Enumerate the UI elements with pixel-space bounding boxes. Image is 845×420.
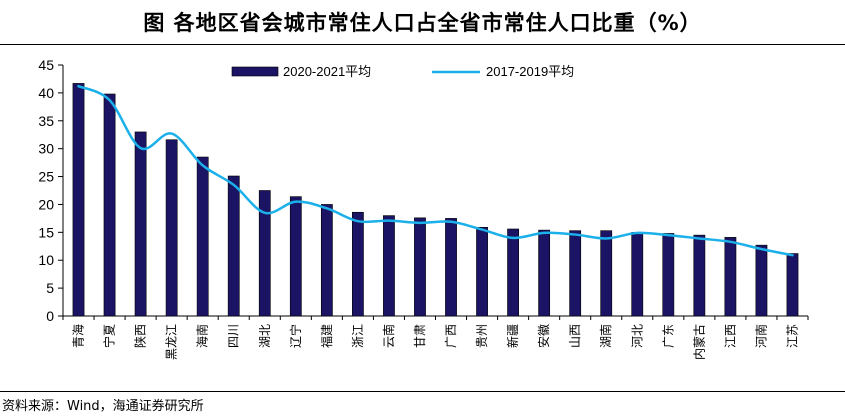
bar [196, 156, 209, 317]
x-tick-labels: 青海 宁夏 陕西 黑龙江 海南 四川 湖北 辽宁 福建 浙江 云南 甘肃 广西 贵州 新疆 安徽 山西 湖南 河北广… [71, 324, 800, 360]
bar [631, 232, 644, 317]
bar [352, 211, 364, 317]
x-tick-label: 湖北 [257, 324, 272, 348]
bar [476, 227, 488, 317]
x-tick-label: 安徽 [536, 324, 551, 348]
x-tick-label: 江苏 [785, 324, 799, 348]
bar [786, 253, 799, 317]
bar [383, 215, 395, 317]
y-tick-label: 35 [38, 113, 54, 129]
bar [103, 93, 116, 317]
x-tick-label: 福建 [319, 324, 334, 348]
x-tick-label: 江西 [723, 324, 737, 348]
bar [134, 131, 147, 317]
bar-line-chart: 0 5 10 15 20 25 30 35 40 45 青海 宁夏 陕西 黑龙江 海南 四川 湖北 辽宁 福建 浙江… [38, 57, 809, 360]
legend-line-label: 2017-2019平均 [486, 64, 574, 79]
bar [320, 204, 333, 317]
y-tick-label: 30 [38, 141, 54, 157]
x-tick-label: 山西 [568, 324, 582, 348]
bar [165, 139, 178, 317]
y-tick-label: 25 [38, 169, 54, 185]
bar [258, 190, 271, 317]
bar [72, 83, 85, 317]
y-tick-label: 5 [46, 280, 54, 296]
y-tick-label: 10 [38, 252, 54, 268]
x-tick-label: 宁夏 [102, 324, 117, 348]
bar [538, 229, 551, 317]
legend: 2020-2021平均 2017-2019平均 [231, 64, 574, 79]
x-tick-label: 甘肃 [413, 324, 427, 348]
line-series [77, 84, 794, 257]
y-tick-label: 20 [38, 196, 54, 212]
bar [724, 237, 737, 317]
x-tick-label: 河北 [630, 324, 644, 348]
y-tick-label: 15 [38, 224, 54, 240]
x-tick-label: 黑龙江 [165, 324, 179, 360]
bar [507, 228, 519, 317]
bar [693, 234, 706, 317]
chart-title: 图 各地区省会城市常住人口占全省市常住人口比重（%） [143, 11, 702, 35]
x-tick-label: 内蒙古 [691, 324, 706, 360]
bar [662, 233, 675, 317]
x-tick-label: 辽宁 [288, 324, 303, 348]
x-tick-label: 陕西 [133, 324, 148, 348]
x-tick-label: 贵州 [475, 324, 489, 348]
x-tick-label: 河南 [753, 324, 768, 348]
y-tick-label: 45 [38, 57, 54, 73]
bar [600, 230, 613, 317]
bottom-rule [0, 391, 845, 392]
x-tick-label: 浙江 [351, 324, 365, 348]
x-tick-label: 广西 [444, 324, 458, 348]
line-2017-2019-average [77, 84, 794, 257]
legend-bar-swatch [231, 66, 279, 77]
bar [569, 230, 582, 317]
y-tick-label: 40 [38, 85, 54, 101]
bar [755, 244, 768, 317]
x-tick-label: 青海 [71, 324, 86, 348]
x-tick-label: 湖南 [598, 324, 613, 348]
x-tick-label: 云南 [381, 324, 396, 348]
source-note: 资料来源：Wind，海通证券研究所 [2, 399, 204, 414]
x-tick-label: 广东 [661, 324, 675, 348]
bar [227, 175, 240, 317]
bar [414, 217, 426, 317]
legend-bar-label: 2020-2021平均 [283, 64, 371, 79]
x-tick-label: 四川 [227, 324, 241, 348]
y-tick-label: 0 [46, 308, 54, 324]
x-tick-label: 新疆 [505, 324, 520, 348]
bar-series [72, 83, 799, 317]
bar [289, 196, 302, 317]
x-tick-label: 海南 [195, 324, 210, 348]
top-rule [0, 44, 845, 45]
bar [445, 218, 457, 317]
chart-axes: 0 5 10 15 20 25 30 35 40 45 [38, 57, 809, 324]
